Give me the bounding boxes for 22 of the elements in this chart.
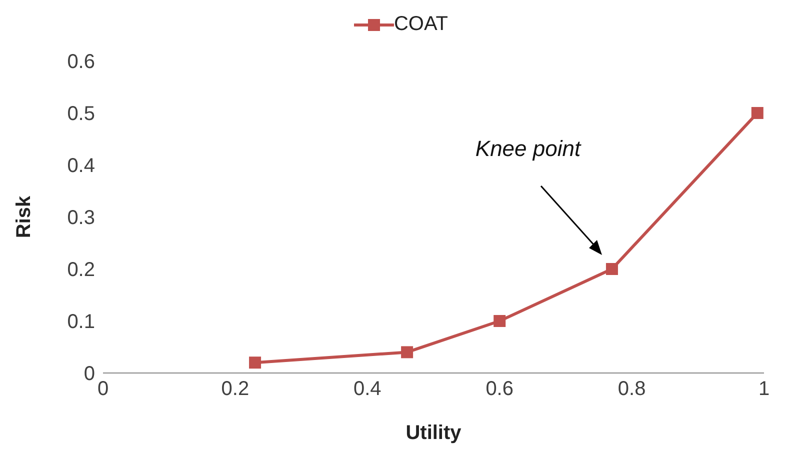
x-tick-label: 0.4 bbox=[353, 378, 382, 400]
y-tick-label: 0 bbox=[84, 363, 95, 386]
y-tick-label: 0.6 bbox=[67, 51, 95, 74]
x-axis-title: Utility bbox=[406, 422, 462, 444]
y-axis-title: Risk bbox=[13, 195, 36, 238]
annotation: Knee point bbox=[474, 136, 582, 162]
x-tick-label: 0 bbox=[97, 378, 109, 400]
y-tick-label: 0.1 bbox=[67, 311, 95, 334]
x-tick-label: 0.6 bbox=[486, 378, 514, 400]
x-tick-label: 0.2 bbox=[221, 378, 250, 400]
y-tick-label: 0.2 bbox=[67, 259, 95, 282]
y-tick-label: 0.3 bbox=[67, 207, 95, 230]
y-tick-label: 0.5 bbox=[67, 103, 95, 126]
legend-label: COAT bbox=[392, 13, 448, 36]
y-tick-label: 0.4 bbox=[67, 155, 95, 178]
x-tick-label: 1 bbox=[758, 378, 770, 400]
point bbox=[751, 107, 764, 119]
point bbox=[606, 263, 618, 275]
point bbox=[249, 356, 262, 369]
point bbox=[494, 315, 506, 327]
point bbox=[401, 346, 414, 358]
x-tick-label: 0.8 bbox=[618, 378, 646, 400]
